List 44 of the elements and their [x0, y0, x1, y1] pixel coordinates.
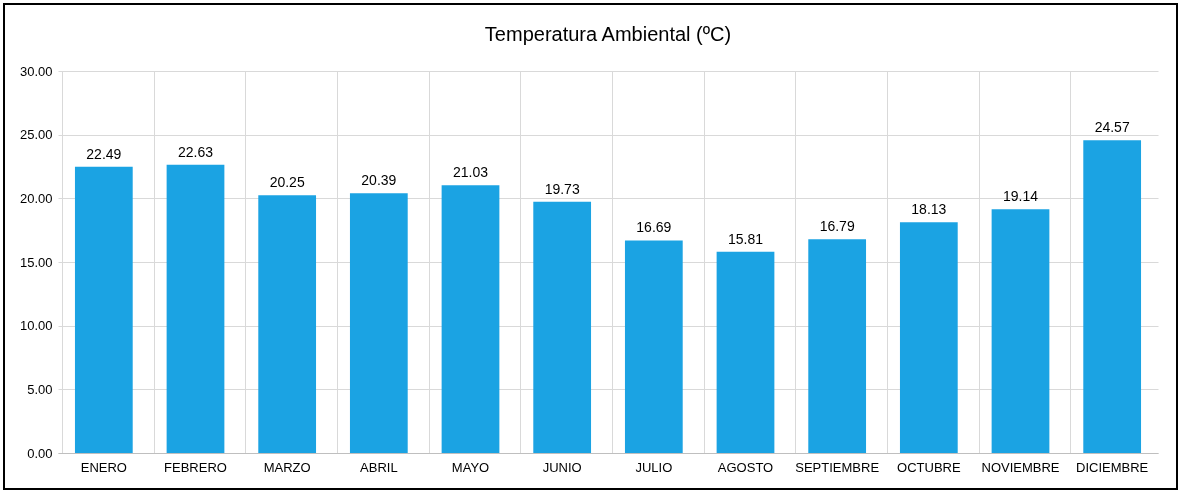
x-tick-label: OCTUBRE: [897, 459, 961, 475]
bar: [441, 185, 500, 453]
y-tick-label: 15.00: [19, 254, 53, 270]
bar: [166, 164, 225, 453]
data-label: 15.81: [727, 230, 764, 247]
x-tick-label: DICIEMBRE: [1076, 459, 1149, 475]
bar: [716, 251, 775, 453]
data-label: 19.14: [1002, 188, 1039, 205]
x-tick-label: ABRIL: [360, 459, 398, 475]
bar: [349, 193, 408, 453]
y-tick-label: 30.00: [19, 63, 53, 79]
y-tick-label: 0.00: [27, 445, 53, 461]
y-tick-label: 5.00: [27, 381, 53, 397]
bar: [74, 166, 133, 453]
bar: [899, 222, 958, 453]
data-label: 16.79: [819, 218, 855, 235]
data-label: 20.25: [269, 174, 305, 191]
bar: [258, 195, 317, 453]
x-tick-label: JUNIO: [542, 459, 582, 475]
x-tick-label: JULIO: [635, 459, 673, 475]
x-tick-label: MAYO: [451, 459, 490, 475]
x-tick-label: SEPTIEMBRE: [795, 459, 880, 475]
x-tick-label: FEBRERO: [164, 459, 227, 475]
y-tick-label: 20.00: [19, 190, 53, 206]
data-label: 24.57: [1094, 119, 1130, 136]
data-label: 18.13: [911, 201, 947, 218]
data-label: 19.73: [544, 180, 580, 197]
data-label: 22.63: [177, 143, 214, 160]
y-tick-label: 25.00: [19, 127, 53, 143]
data-label: 20.39: [361, 172, 397, 189]
y-tick-label: 10.00: [19, 318, 53, 334]
chart-title: Temperatura Ambiental (ºC): [484, 23, 732, 45]
data-label: 21.03: [452, 164, 489, 181]
bar: [1083, 140, 1142, 453]
x-tick-label: ENERO: [80, 459, 127, 475]
data-label: 16.69: [636, 219, 672, 236]
bar: [533, 201, 592, 453]
bar: [808, 239, 867, 453]
data-label: 22.49: [86, 145, 122, 162]
x-tick-label: NOVIEMBRE: [981, 459, 1060, 475]
bar: [991, 209, 1050, 453]
x-tick-label: AGOSTO: [717, 459, 774, 475]
bar: [624, 240, 683, 453]
x-tick-label: MARZO: [263, 459, 311, 475]
